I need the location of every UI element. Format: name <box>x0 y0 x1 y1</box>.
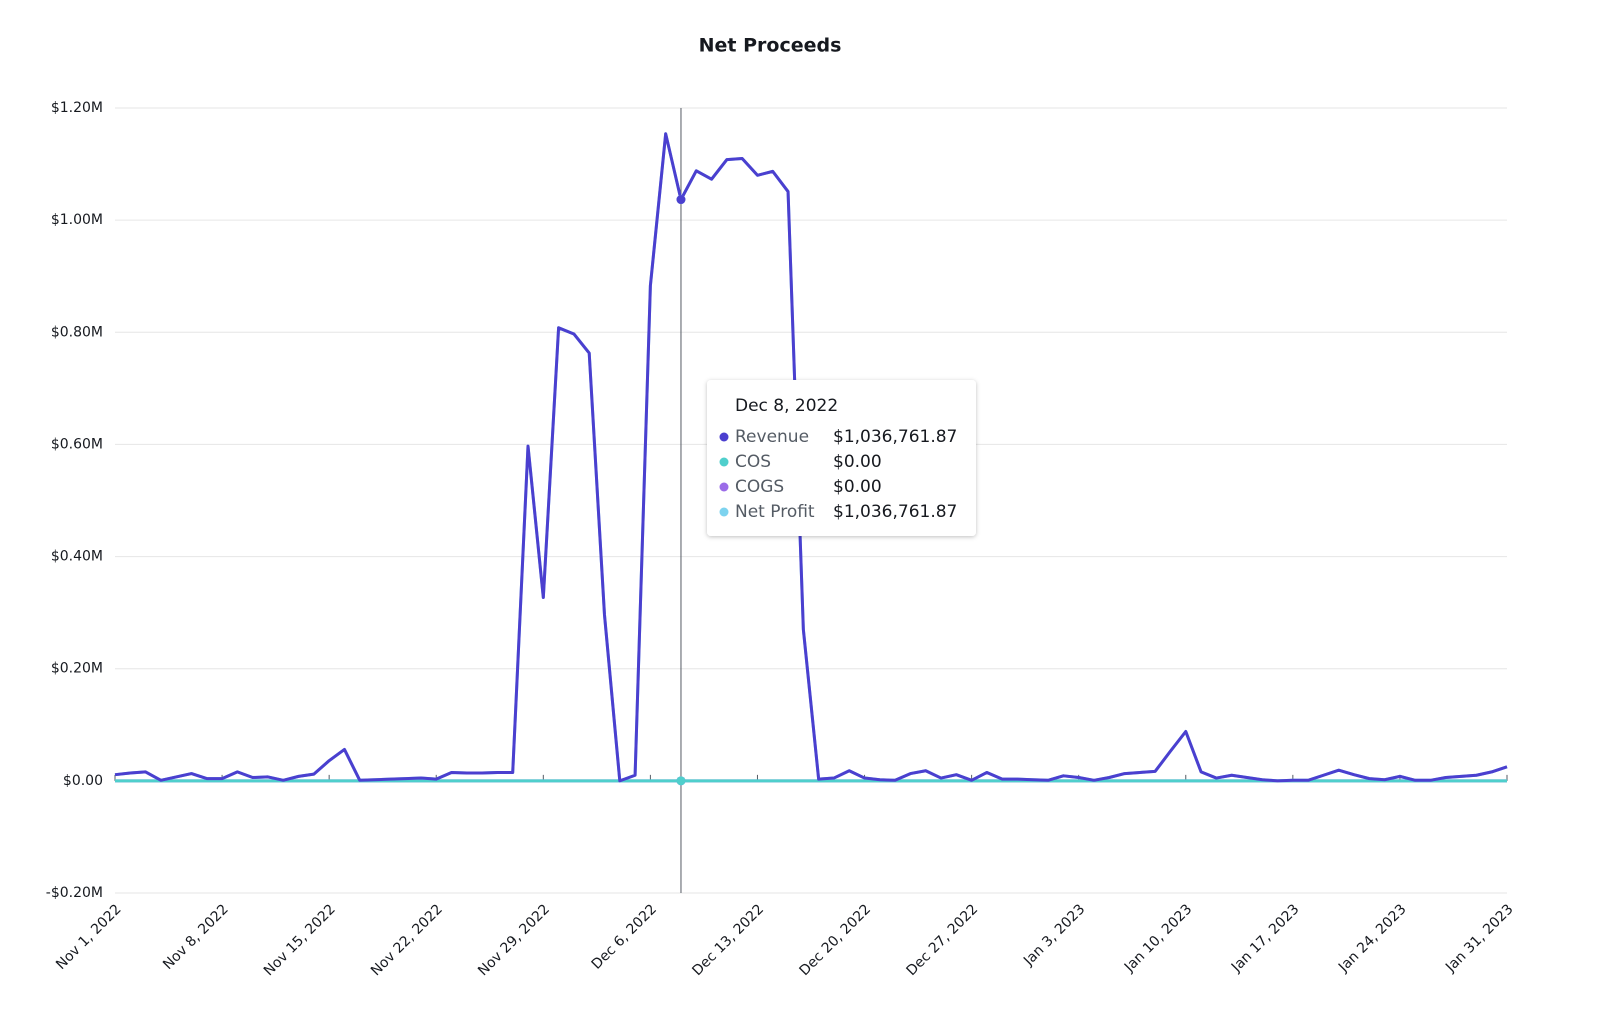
x-tick-label: Nov 29, 2022 <box>475 901 553 979</box>
x-tick-label: Jan 17, 2023 <box>1228 901 1303 976</box>
x-tick-label: Jan 31, 2023 <box>1442 901 1517 976</box>
x-tick-label: Dec 20, 2022 <box>796 901 874 979</box>
legend-dot <box>719 432 729 442</box>
hover-dot <box>676 195 686 205</box>
y-tick-label: $0.40M <box>51 549 103 565</box>
chart-title: Net Proceeds <box>699 35 842 57</box>
x-tick-label: Jan 3, 2023 <box>1020 901 1088 969</box>
legend-dot <box>719 457 729 467</box>
x-tick-label: Jan 24, 2023 <box>1335 901 1410 976</box>
tooltip-value: $0.00 <box>833 452 882 472</box>
legend-dot <box>719 507 729 517</box>
x-tick-label: Nov 1, 2022 <box>53 901 125 973</box>
legend-dot <box>719 482 729 492</box>
tooltip-value: $1,036,761.87 <box>833 502 957 522</box>
x-tick-label: Dec 13, 2022 <box>689 901 767 979</box>
y-tick-label: $0.00 <box>63 773 103 789</box>
tooltip-title: Dec 8, 2022 <box>735 396 838 416</box>
x-tick-label: Dec 27, 2022 <box>904 901 982 979</box>
tooltip: Dec 8, 2022 Revenue $1,036,761.87 COS $0.00 C… <box>707 380 976 536</box>
x-tick-label: Jan 10, 2023 <box>1121 901 1196 976</box>
x-tick-label: Nov 8, 2022 <box>160 901 232 973</box>
y-tick-label: $0.60M <box>51 436 103 452</box>
hover-dot <box>676 776 686 786</box>
y-tick-label: $0.20M <box>51 661 103 677</box>
x-tick-label: Dec 6, 2022 <box>589 901 660 972</box>
x-tick-label: Nov 15, 2022 <box>261 901 339 979</box>
y-tick-label: $0.80M <box>51 324 103 340</box>
y-tick-label: $1.00M <box>51 212 103 228</box>
tooltip-value: $0.00 <box>833 477 882 497</box>
series-line <box>114 132 1508 783</box>
y-tick-label: $1.20M <box>51 100 103 116</box>
y-tick-label: -$0.20M <box>46 885 103 901</box>
tooltip-series-name: Revenue <box>735 427 809 447</box>
tooltip-series-name: Net Profit <box>735 502 815 522</box>
tooltip-series-name: COGS <box>735 477 784 497</box>
tooltip-box <box>707 380 976 536</box>
tooltip-value: $1,036,761.87 <box>833 427 957 447</box>
x-tick-label: Nov 22, 2022 <box>368 901 446 979</box>
tooltip-series-name: COS <box>735 452 771 472</box>
